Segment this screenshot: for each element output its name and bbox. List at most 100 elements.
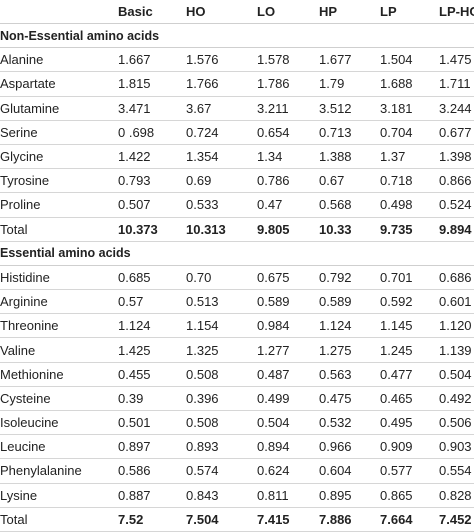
table-cell: 0.533	[186, 197, 219, 213]
table-cell: 0.568	[319, 197, 352, 213]
table-cell: 0.895	[319, 487, 352, 503]
table-cell: 1.504	[380, 52, 413, 68]
table-cell: 0.865	[380, 487, 413, 503]
table-cell: 0.499	[257, 390, 290, 406]
total-cell: 10.373	[118, 221, 158, 237]
table-cell: 3.211	[257, 100, 289, 116]
table-cell: 1.815	[118, 76, 151, 92]
table-cell: 0 .698	[118, 124, 155, 140]
column-header: HO	[186, 4, 206, 19]
table-cell: 1.34	[257, 149, 283, 165]
table-cell: 1.688	[380, 76, 413, 92]
table-cell: 0.455	[118, 366, 151, 382]
total-cell: 10.313	[186, 221, 226, 237]
table-cell: 0.811	[257, 487, 289, 503]
table-cell: 0.601	[439, 294, 472, 310]
table-cell: 0.654	[257, 124, 290, 140]
table-cell: 0.724	[186, 124, 219, 140]
table-cell: 0.39	[118, 390, 144, 406]
table-cell: 1.677	[319, 52, 352, 68]
table-cell: 0.887	[118, 487, 151, 503]
table-cell: 0.713	[319, 124, 352, 140]
table-cell: 1.120	[439, 318, 472, 334]
table-cell: 1.667	[118, 52, 151, 68]
row-label: Alanine	[0, 52, 44, 68]
section-header-row: Non-Essential amino acids	[0, 24, 474, 49]
total-cell: 7.886	[319, 511, 352, 527]
total-cell: 7.452	[439, 511, 472, 527]
table-cell: 0.487	[257, 366, 290, 382]
table-cell: 0.589	[257, 294, 290, 310]
total-cell: 7.504	[186, 511, 219, 527]
column-header: LO	[257, 4, 276, 19]
table-cell: 0.793	[118, 173, 151, 189]
table-cell: 0.554	[439, 463, 472, 479]
table-cell: 1.578	[257, 52, 290, 68]
table-cell: 1.79	[319, 76, 345, 92]
table-cell: 0.513	[186, 294, 219, 310]
row-label: Glycine	[0, 149, 44, 165]
row-label: Tyrosine	[0, 173, 50, 189]
row-label: Serine	[0, 124, 38, 140]
table-cell: 1.425	[118, 342, 151, 358]
table-cell: 1.398	[439, 149, 472, 165]
table-cell: 0.786	[257, 173, 290, 189]
total-row: Total 10.373 10.313 9.805 10.33 9.735 9.894	[0, 218, 474, 242]
column-header: LP-HO	[439, 4, 474, 19]
table-row: Valine 1.425 1.325 1.277 1.275 1.245 1.139	[0, 338, 474, 363]
table-cell: 0.524	[439, 197, 472, 213]
table-row: Glycine 1.422 1.354 1.34 1.388 1.37 1.398	[0, 145, 474, 170]
table-cell: 3.181	[380, 100, 413, 116]
column-header: LP	[380, 4, 397, 19]
row-label: Valine	[0, 342, 36, 358]
table-cell: 0.903	[439, 439, 472, 455]
table-cell: 0.589	[319, 294, 352, 310]
table-cell: 0.465	[380, 390, 413, 406]
table-cell: 0.894	[257, 439, 290, 455]
table-cell: 0.893	[186, 439, 219, 455]
table-cell: 0.574	[186, 463, 219, 479]
row-label: Histidine	[0, 269, 50, 285]
row-label: Threonine	[0, 318, 59, 334]
table-cell: 0.592	[380, 294, 413, 310]
table-row: Aspartate 1.815 1.766 1.786 1.79 1.688 1.711	[0, 72, 474, 97]
row-label: Phenylalanine	[0, 463, 82, 479]
table-row: Proline 0.507 0.533 0.47 0.568 0.498 0.524	[0, 193, 474, 218]
table-cell: 3.471	[118, 100, 151, 116]
table-cell: 3.512	[319, 100, 352, 116]
table-cell: 0.47	[257, 197, 283, 213]
table-row: Histidine 0.685 0.70 0.675 0.792 0.701 0.686	[0, 266, 474, 291]
table-row: Glutamine 3.471 3.67 3.211 3.512 3.181 3.244	[0, 97, 474, 121]
table-cell: 0.604	[319, 463, 352, 479]
table-cell: 1.124	[319, 318, 352, 334]
column-header: HP	[319, 4, 338, 19]
table-cell: 0.504	[257, 415, 290, 431]
table-cell: 0.504	[439, 366, 472, 382]
row-label: Methionine	[0, 366, 64, 382]
table-cell: 3.67	[186, 100, 212, 116]
table-cell: 0.563	[319, 366, 352, 382]
table-row: Cysteine 0.39 0.396 0.499 0.475 0.465 0.492	[0, 387, 474, 411]
section-header-row: Essential amino acids	[0, 242, 474, 266]
table-cell: 0.718	[380, 173, 413, 189]
table-cell: 0.586	[118, 463, 151, 479]
table-cell: 1.245	[380, 342, 413, 358]
table-cell: 0.909	[380, 439, 413, 455]
table-cell: 1.37	[380, 149, 406, 165]
table-cell: 0.704	[380, 124, 413, 140]
table-cell: 0.532	[319, 415, 352, 431]
header-row: Basic HO LO HP LP LP-HO	[0, 0, 474, 24]
table-cell: 0.686	[439, 269, 472, 285]
total-cell: 7.52	[118, 511, 144, 527]
table-cell: 0.57	[118, 294, 144, 310]
total-cell: 10.33	[319, 221, 352, 237]
table-cell: 0.866	[439, 173, 472, 189]
row-label: Proline	[0, 197, 41, 213]
table-cell: 1.139	[439, 342, 472, 358]
table-row: Leucine 0.897 0.893 0.894 0.966 0.909 0.903	[0, 435, 474, 460]
section-title: Non-Essential amino acids	[0, 28, 160, 43]
table-cell: 1.388	[319, 149, 352, 165]
total-cell: 7.664	[380, 511, 413, 527]
table-cell: 1.124	[118, 318, 151, 334]
table-row: Threonine 1.124 1.154 0.984 1.124 1.145 1.120	[0, 314, 474, 339]
